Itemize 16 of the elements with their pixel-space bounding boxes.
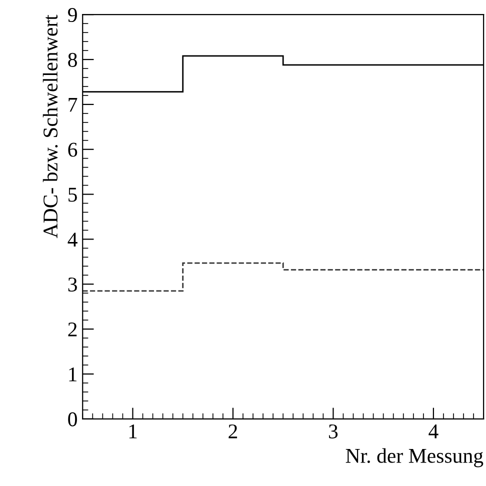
x-axis-title: Nr. der Messung	[346, 448, 484, 468]
x-tick-label: 3	[329, 424, 338, 438]
y-tick-label: 9	[68, 8, 77, 22]
y-tick-label: 6	[68, 142, 78, 157]
y-tick-label: 5	[68, 188, 77, 202]
y-tick-label: 0	[68, 412, 77, 426]
y-tick-label: 8	[68, 52, 77, 67]
y-axis-title: ADC- bzw. Schwellenwert	[42, 14, 58, 238]
y-tick-label: 4	[68, 232, 78, 246]
y-tick-label: 3	[68, 278, 77, 292]
x-tick-label: 1	[129, 424, 137, 438]
x-tick-label: 4	[428, 424, 438, 438]
x-tick-label: 2	[228, 424, 238, 438]
y-tick-label: 2	[68, 322, 77, 336]
y-tick-label: 1	[69, 367, 77, 382]
y-tick-label: 7	[68, 98, 78, 112]
